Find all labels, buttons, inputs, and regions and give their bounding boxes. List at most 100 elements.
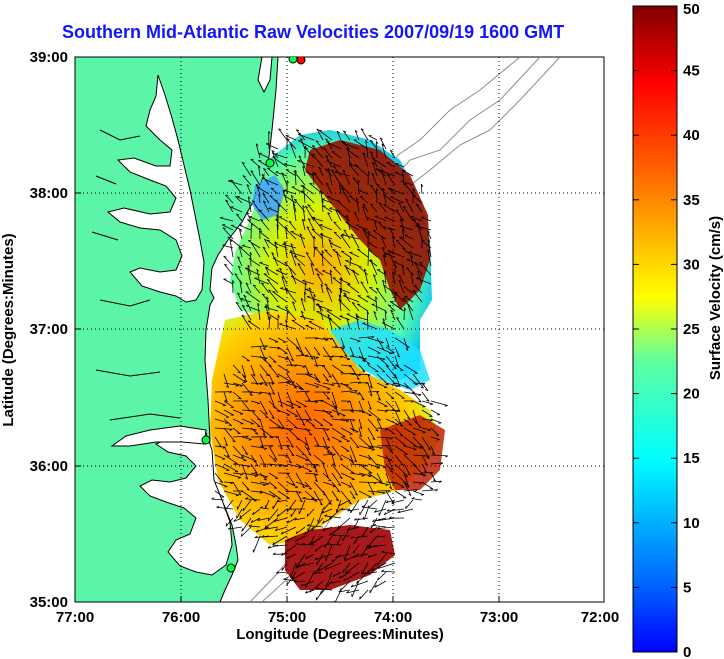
velocity-arrow <box>367 170 369 186</box>
velocity-arrow <box>211 498 225 501</box>
velocity-arrow <box>375 296 378 312</box>
velocity-arrow <box>385 436 393 453</box>
velocity-arrow <box>394 364 404 371</box>
velocity-arrow <box>366 295 378 303</box>
velocity-arrow <box>349 373 362 376</box>
velocity-arrow <box>259 409 269 418</box>
velocity-arrow-head <box>401 265 405 269</box>
velocity-arrow <box>373 311 378 321</box>
velocity-arrow-head <box>344 558 347 562</box>
velocity-arrow-head <box>360 281 364 284</box>
velocity-arrow-head <box>399 236 403 239</box>
velocity-arrow-head <box>302 279 306 282</box>
velocity-arrow-head <box>290 445 294 448</box>
velocity-arrow <box>344 553 360 562</box>
velocity-arrow-head <box>235 494 239 497</box>
velocity-arrow-head <box>244 379 248 383</box>
velocity-arrow-head <box>264 412 268 415</box>
velocity-arrow-head <box>262 347 266 351</box>
velocity-arrow <box>313 172 324 186</box>
velocity-arrow-head <box>254 475 258 478</box>
velocity-arrow-head <box>329 581 333 584</box>
velocity-arrow <box>258 230 270 240</box>
velocity-arrow-head <box>261 282 265 285</box>
velocity-arrow <box>412 194 423 204</box>
river-inlet <box>91 129 181 421</box>
velocity-arrow <box>241 161 252 177</box>
velocity-arrow <box>322 418 333 426</box>
velocity-arrow-head <box>239 385 243 387</box>
velocity-arrow <box>305 589 315 594</box>
velocity-arrow <box>384 310 387 321</box>
velocity-arrow-head <box>284 227 288 229</box>
velocity-arrow <box>259 355 272 367</box>
velocity-arrow <box>321 250 324 267</box>
velocity-arrow-head <box>289 428 293 431</box>
velocity-arrow <box>300 316 315 321</box>
velocity-arrow <box>403 337 409 351</box>
velocity-arrow <box>307 517 315 532</box>
velocity-arrow-head <box>225 199 229 202</box>
velocity-arrow <box>324 283 333 294</box>
velocity-arrow-head <box>376 287 380 290</box>
velocity-arrow <box>232 391 242 400</box>
x-tick-label: 72:00 <box>581 609 619 626</box>
velocity-arrow <box>327 543 342 546</box>
velocity-arrow <box>295 463 312 472</box>
velocity-arrow-head <box>405 505 407 509</box>
velocity-arrow-head <box>241 314 245 317</box>
velocity-arrow <box>223 391 228 403</box>
velocity-arrow-head <box>294 538 298 542</box>
velocity-arrow-head <box>306 447 310 451</box>
velocity-arrow <box>374 215 387 222</box>
velocity-arrow-head <box>356 377 360 381</box>
velocity-arrow <box>331 337 338 348</box>
velocity-arrow <box>394 463 409 477</box>
velocity-arrow <box>366 311 369 330</box>
velocity-arrow-head <box>384 310 388 314</box>
velocity-arrow <box>412 490 424 495</box>
velocity-arrow-head <box>396 364 399 367</box>
velocity-arrow <box>304 382 319 388</box>
velocity-arrow-head <box>262 433 266 436</box>
velocity-arrow <box>430 409 441 416</box>
velocity-arrow <box>376 472 383 484</box>
velocity-arrow-head <box>340 507 344 511</box>
velocity-arrow <box>329 207 342 213</box>
velocity-arrow <box>261 293 270 303</box>
velocity-arrow-head <box>375 429 379 432</box>
velocity-arrow <box>349 445 358 463</box>
velocity-arrow-head <box>382 187 385 191</box>
velocity-arrow-head <box>261 293 266 296</box>
velocity-arrow <box>323 499 333 510</box>
velocity-arrow-head <box>351 302 355 304</box>
velocity-arrow-head <box>389 451 394 453</box>
velocity-arrow <box>412 373 424 389</box>
velocity-arrow-head <box>394 265 398 269</box>
velocity-arrow <box>362 203 369 213</box>
velocity-arrow <box>322 409 334 418</box>
velocity-arrow <box>297 263 306 276</box>
radar-site-marker <box>226 563 236 573</box>
velocity-arrow <box>223 409 234 416</box>
velocity-arrow-head <box>301 190 305 192</box>
velocity-arrow <box>250 445 267 449</box>
velocity-arrow <box>340 185 351 195</box>
velocity-arrow <box>343 229 351 240</box>
velocity-arrow <box>377 571 387 581</box>
velocity-arrow-head <box>414 384 418 386</box>
velocity-arrow <box>241 373 248 382</box>
velocity-arrow <box>291 319 306 330</box>
velocity-arrow <box>329 269 333 285</box>
velocity-arrow <box>385 427 395 435</box>
velocity-arrow <box>410 216 423 222</box>
velocity-arrow-head <box>386 509 390 512</box>
velocity-arrow <box>250 373 259 385</box>
velocity-arrow <box>333 221 342 231</box>
velocity-arrow <box>241 463 249 480</box>
velocity-arrow-head <box>242 304 245 307</box>
velocity-arrow <box>389 188 405 195</box>
velocity-arrow-head <box>224 263 228 266</box>
velocity-arrow <box>331 463 343 479</box>
velocity-arrow-head <box>394 291 398 294</box>
